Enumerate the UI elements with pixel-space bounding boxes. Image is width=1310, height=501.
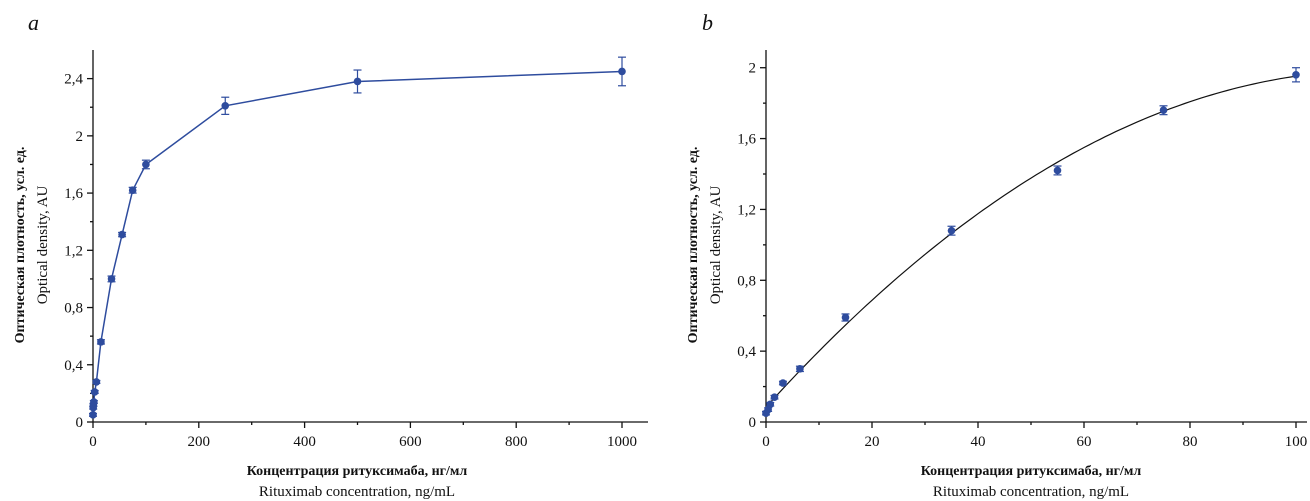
y-tick-label: 1,2 [737,202,756,218]
data-point [353,77,362,86]
data-point [1292,71,1300,79]
panel-b-marks [762,67,1300,417]
series-line [92,70,623,415]
y-tick-label: 0,4 [737,344,756,360]
data-point [618,67,626,76]
data-point [92,378,101,386]
y-tick-label: 0,8 [737,273,756,289]
data-point [779,379,787,387]
panel-b-x-title-ru: Концентрация ритуксимаба, нг/мл [921,464,1142,479]
panel-b-x-title-en: Rituximab concentration, ng/mL [933,484,1129,500]
panel-b-y-title: Оптическая плотность, усл. ед. [686,147,701,344]
panel-b-axes: 00,40,81,21,620 20 40 60 80 100 [737,50,1307,450]
y-tick-label: 1,6 [64,186,83,202]
x-tick-label: 0 [762,434,770,450]
y-tick-label: 2 [76,129,84,145]
panel-a-y-title-en-wrap: Optical density, AU [35,186,51,305]
data-point [90,388,99,396]
y-tick-label: 0,4 [64,358,83,374]
panel-b-y-title-en: Optical density, AU [708,186,724,305]
data-point [841,313,850,322]
y-tick-label: 0 [76,415,84,431]
panel-a-marks [89,56,626,419]
data-point [90,398,98,406]
x-tick-label: 600 [399,434,422,450]
y-tick-label: 1,6 [737,132,756,148]
data-point [1159,106,1168,115]
data-point [796,365,804,373]
fit-curve [765,75,1297,408]
data-point [107,275,116,283]
data-point [118,230,126,239]
x-tick-label: 80 [1183,434,1198,450]
x-tick-label: 800 [505,434,528,450]
x-tick-label: 0 [89,434,97,450]
x-tick-label: 400 [293,434,316,450]
x-tick-label: 1000 [607,434,637,450]
data-point [128,186,137,195]
panel-a-letter: a [28,10,39,35]
y-tick-label: 2,4 [64,72,83,88]
data-point [766,400,775,409]
x-tick-label: 40 [971,434,986,450]
panel-b-y-title-ru: Оптическая плотность, усл. ед. [686,147,701,344]
panel-a-y-title-en: Optical density, AU [35,186,51,305]
x-tick-label: 200 [188,434,211,450]
panel-a-y-title-ru: Оптическая плотность, усл. ед. [13,147,28,344]
panel-a-chart: a Оптическая плотность, усл. ед. Optical… [13,10,648,500]
x-tick-label: 20 [865,434,880,450]
panel-a-axes: 0 0,4 0,8 1,2 1,6 2 2,4 0 200 400 600 800 1000 [64,50,648,450]
data-point [89,411,97,419]
data-point [947,226,956,235]
data-point [97,338,105,346]
data-point [1053,166,1062,175]
data-point [221,102,230,110]
data-point [142,160,150,169]
y-tick-label: 1,2 [64,243,83,259]
data-point [770,393,779,402]
y-tick-label: 0,8 [64,301,83,317]
x-tick-label: 60 [1077,434,1092,450]
panel-b-y-title-en-wrap: Optical density, AU [708,186,724,305]
y-tick-label: 2 [749,61,757,77]
panel-b-chart: b Оптическая плотность, усл. ед. Optical… [686,10,1307,500]
y-tick-label: 0 [749,415,757,431]
panel-a-y-title: Оптическая плотность, усл. ед. [13,147,28,344]
panel-b-letter: b [702,10,713,35]
panel-a-x-title-ru: Концентрация ритуксимаба, нг/мл [247,464,468,479]
x-tick-label: 100 [1285,434,1308,450]
panel-a-x-title-en: Rituximab concentration, ng/mL [259,484,455,500]
